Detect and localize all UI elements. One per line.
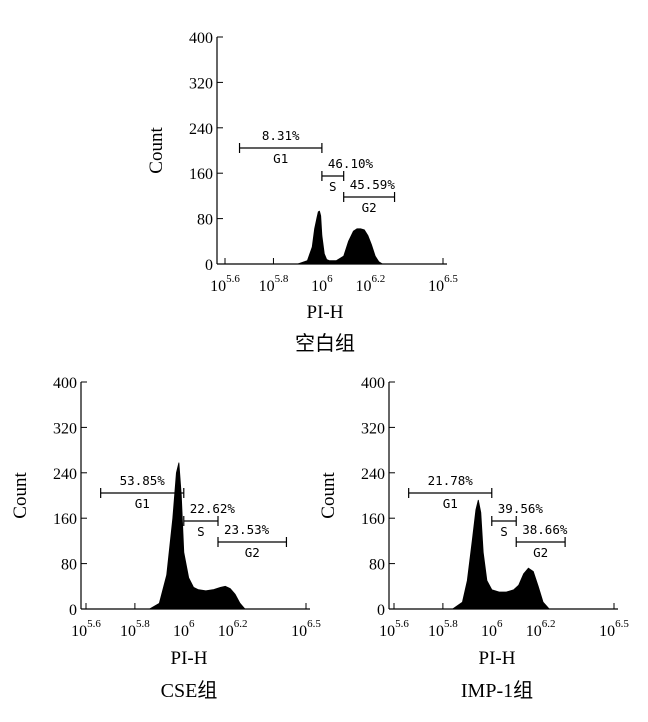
- x-tick-exponent: 5.6: [395, 618, 409, 630]
- gate-g1-name: G1: [135, 496, 150, 511]
- x-axis-title: PI-H: [171, 648, 208, 669]
- x-tick-exponent: 5.6: [226, 273, 240, 285]
- x-tick-exponent: 5.8: [444, 618, 458, 630]
- x-tick-label: 106.2: [355, 273, 385, 295]
- y-tick-label: 160: [361, 511, 385, 528]
- y-tick-label: 400: [189, 30, 213, 47]
- panel-caption: CSE组: [161, 679, 218, 702]
- gate-g2-name: G2: [245, 545, 260, 560]
- y-tick-label: 240: [189, 121, 213, 138]
- y-tick-label: 0: [69, 602, 77, 619]
- y-tick-label: 240: [361, 466, 385, 483]
- x-tick-exponent: 6: [497, 618, 503, 630]
- gate-s-percent: 39.56%: [498, 501, 544, 516]
- gate-g2-percent: 45.59%: [350, 177, 396, 192]
- x-tick-exponent: 6.2: [234, 618, 248, 630]
- x-tick-label: 106.5: [291, 618, 321, 640]
- x-tick-base: 10: [526, 623, 542, 640]
- x-tick-exponent: 5.6: [87, 618, 101, 630]
- gate-g2-percent: 38.66%: [522, 522, 568, 537]
- y-tick-label: 320: [53, 420, 77, 437]
- gate-g1-percent: 8.31%: [262, 128, 300, 143]
- x-tick-label: 105.6: [210, 273, 240, 295]
- x-tick-base: 10: [428, 623, 444, 640]
- gate-g1-percent: 21.78%: [428, 473, 474, 488]
- y-tick-label: 240: [53, 466, 77, 483]
- x-tick-base: 10: [428, 278, 444, 295]
- x-tick-base: 10: [355, 278, 371, 295]
- y-tick-label: 0: [205, 257, 213, 274]
- gate-g1-name: G1: [273, 151, 288, 166]
- x-tick-base: 10: [218, 623, 234, 640]
- gate-s-percent: 46.10%: [328, 156, 374, 171]
- gate-s-name: S: [500, 524, 508, 539]
- x-tick-base: 10: [120, 623, 136, 640]
- x-tick-label: 105.6: [379, 618, 409, 640]
- y-axis-title: Count: [10, 472, 31, 519]
- x-tick-label: 105.8: [120, 618, 150, 640]
- y-tick-label: 80: [61, 557, 77, 574]
- y-tick-label: 160: [189, 166, 213, 183]
- y-tick-label: 80: [197, 212, 213, 229]
- y-tick-label: 80: [369, 557, 385, 574]
- x-tick-label: 106: [311, 273, 333, 295]
- x-tick-label: 105.6: [71, 618, 101, 640]
- x-tick-exponent: 6.5: [307, 618, 321, 630]
- x-tick-base: 10: [291, 623, 307, 640]
- x-tick-label: 106.2: [218, 618, 248, 640]
- x-tick-base: 10: [210, 278, 226, 295]
- x-tick-exponent: 6.2: [542, 618, 556, 630]
- gate-g2-percent: 23.53%: [224, 522, 270, 537]
- x-tick-exponent: 6.5: [615, 618, 629, 630]
- panel-caption: 空白组: [295, 332, 355, 355]
- x-tick-exponent: 6: [189, 618, 195, 630]
- x-tick-label: 106.5: [599, 618, 629, 640]
- x-tick-label: 105.8: [428, 618, 458, 640]
- x-tick-label: 106: [173, 618, 195, 640]
- x-tick-exponent: 5.8: [275, 273, 289, 285]
- gate-s-percent: 22.62%: [190, 501, 236, 516]
- x-tick-base: 10: [379, 623, 395, 640]
- x-axis-title: PI-H: [479, 648, 516, 669]
- x-tick-label: 106.2: [526, 618, 556, 640]
- x-tick-label: 106.5: [428, 273, 458, 295]
- gate-s-name: S: [329, 179, 337, 194]
- y-tick-label: 400: [361, 375, 385, 392]
- x-tick-exponent: 6: [327, 273, 333, 285]
- y-tick-label: 160: [53, 511, 77, 528]
- panel-caption: IMP-1组: [461, 679, 533, 702]
- gate-g2-name: G2: [362, 200, 377, 215]
- x-tick-label: 105.8: [259, 273, 289, 295]
- x-tick-exponent: 6.2: [371, 273, 385, 285]
- gate-g1-percent: 53.85%: [120, 473, 166, 488]
- x-tick-base: 10: [599, 623, 615, 640]
- gate-g1-name: G1: [443, 496, 458, 511]
- gate-s-name: S: [197, 524, 205, 539]
- x-tick-base: 10: [173, 623, 189, 640]
- x-tick-exponent: 5.8: [136, 618, 150, 630]
- histogram-area: [148, 462, 246, 610]
- y-tick-label: 400: [53, 375, 77, 392]
- y-tick-label: 320: [189, 75, 213, 92]
- y-tick-label: 0: [377, 602, 385, 619]
- y-axis-title: Count: [146, 127, 167, 174]
- x-axis-title: PI-H: [307, 302, 344, 323]
- y-axis-title: Count: [318, 472, 339, 519]
- x-tick-exponent: 6.5: [444, 273, 458, 285]
- gate-g2-name: G2: [533, 545, 548, 560]
- histogram-area: [451, 499, 551, 610]
- histogram-area: [297, 210, 384, 265]
- y-tick-label: 320: [361, 420, 385, 437]
- x-tick-base: 10: [311, 278, 327, 295]
- x-tick-base: 10: [259, 278, 275, 295]
- x-tick-base: 10: [481, 623, 497, 640]
- x-tick-label: 106: [481, 618, 503, 640]
- x-tick-base: 10: [71, 623, 87, 640]
